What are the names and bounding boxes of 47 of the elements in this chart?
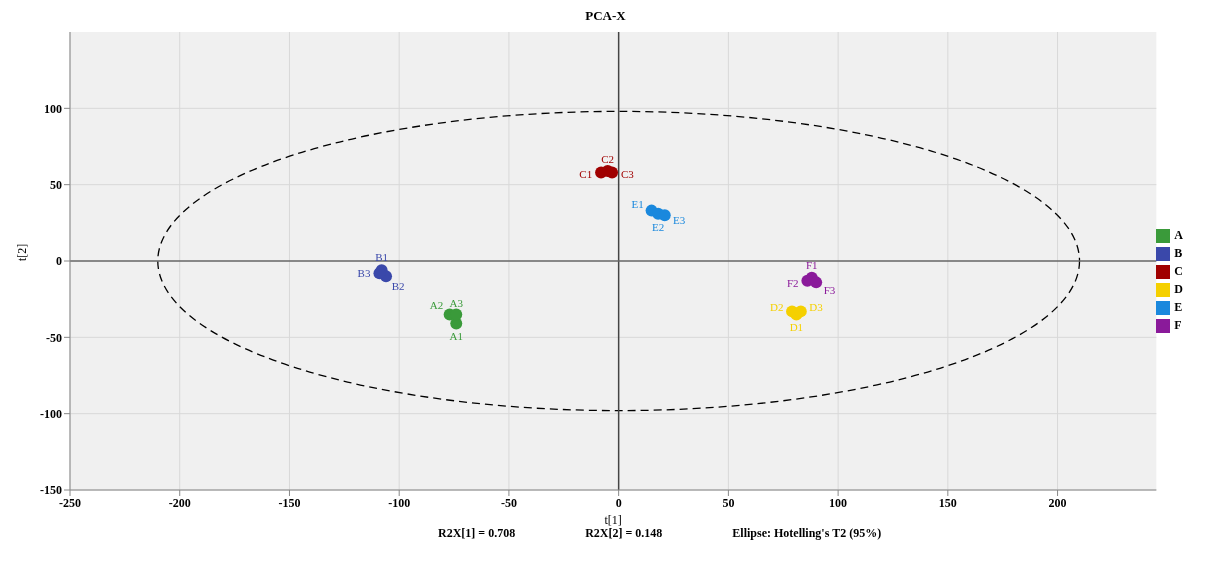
annotation: C1	[579, 168, 593, 181]
annotation: E1	[631, 198, 644, 211]
legend-label: C	[1174, 264, 1183, 278]
point	[606, 166, 619, 179]
x-tick-label: -100	[388, 495, 411, 510]
y-tick-label: -150	[40, 483, 62, 498]
x-tick-label: -150	[278, 495, 301, 510]
legend-label: F	[1174, 318, 1182, 332]
y-axis-title: t[2]	[15, 243, 30, 261]
legend-label: A	[1174, 228, 1183, 242]
annotation: C2	[601, 153, 615, 166]
annotation: C3	[620, 168, 635, 181]
annotation: F1	[805, 258, 818, 271]
x-axis-title: t[1]	[604, 513, 622, 527]
annotation: E3	[672, 214, 686, 227]
chart-title: PCA-X	[584, 8, 627, 24]
annotation: B3	[357, 267, 371, 280]
annotation: A1	[449, 330, 463, 343]
x-tick-label: 100	[829, 495, 848, 510]
annotation: D3	[809, 301, 824, 314]
x-tick-label: -250	[59, 495, 81, 510]
y-tick-label: -100	[40, 406, 62, 421]
y-tick-label: 100	[44, 101, 62, 116]
legend-label: D	[1174, 282, 1183, 296]
x-tick-label: 50	[722, 495, 735, 510]
legend-label: B	[1174, 246, 1183, 260]
annotation: B2	[391, 280, 405, 293]
annotation: D1	[789, 321, 804, 334]
x-tick-label: -50	[500, 495, 517, 510]
annotation: D2	[770, 301, 784, 314]
text: R2X[1] = 0.708	[438, 526, 516, 541]
y-tick-label: 50	[50, 177, 62, 192]
annotation: F3	[823, 283, 836, 296]
annotation: A2	[429, 299, 444, 312]
annotation: F2	[786, 276, 799, 289]
annotation: A3	[449, 296, 464, 309]
text: R2X[2] = 0.148	[585, 526, 663, 541]
annotation: E2	[652, 220, 665, 233]
legend-label: E	[1174, 300, 1183, 314]
x-tick-label: 0	[615, 495, 622, 510]
x-tick-label: 150	[938, 495, 957, 510]
point	[810, 276, 823, 289]
x-tick-label: -200	[168, 495, 191, 510]
x-tick-label: 200	[1048, 495, 1067, 510]
y-tick-label: -50	[46, 330, 62, 345]
y-tick-label: 0	[56, 254, 62, 269]
text: Ellipse: Hotelling's T2 (95%)	[732, 526, 882, 541]
